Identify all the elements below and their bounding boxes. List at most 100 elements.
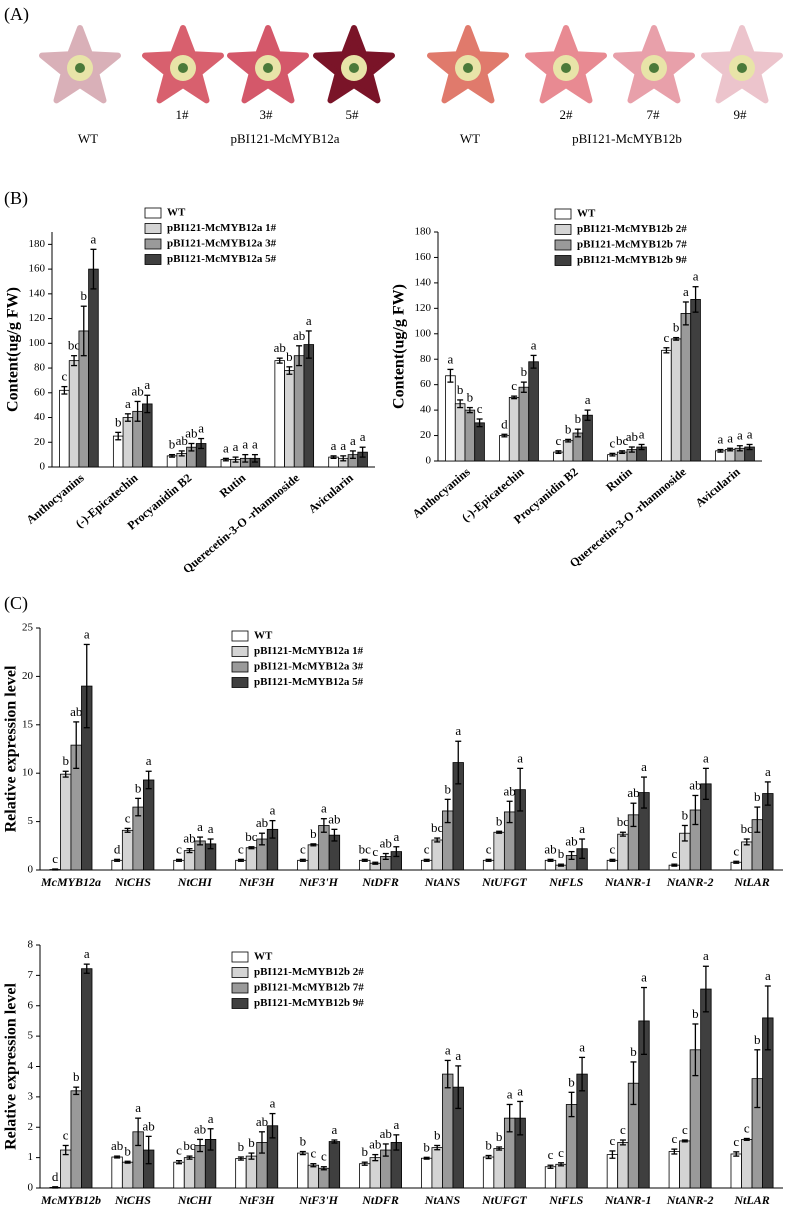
error-bar [176, 858, 183, 862]
error-bar [568, 850, 575, 861]
y-tick-label: 80 [420, 353, 432, 365]
y-tick-label: 7 [28, 969, 34, 981]
bar [679, 1140, 691, 1189]
bar [303, 344, 315, 468]
error-bar [251, 453, 258, 463]
bar [493, 831, 505, 871]
y-tick-label: 40 [420, 404, 432, 416]
error-bar [717, 448, 724, 453]
legend-swatch [231, 998, 249, 1009]
error-bar [663, 347, 670, 354]
significance-letter: a [208, 1111, 214, 1126]
bar [274, 360, 285, 468]
x-tick-label: NtANR-1 [604, 875, 652, 889]
error-bar [496, 1146, 503, 1151]
significance-letter: a [765, 968, 771, 983]
error-bar [359, 446, 366, 458]
error-bar [681, 824, 688, 842]
significance-letter: ab [256, 1114, 268, 1129]
error-bar [447, 368, 454, 383]
bar [68, 360, 80, 468]
bar [245, 1155, 258, 1189]
y-tick-label: 160 [415, 251, 432, 263]
significance-letter: a [84, 946, 90, 961]
significance-letter: a [332, 1122, 338, 1137]
significance-letter: c [744, 1120, 750, 1135]
significance-letter: a [641, 970, 647, 985]
bar [142, 403, 153, 468]
significance-letter: ab [689, 777, 701, 792]
error-bar [305, 330, 312, 359]
error-bar [222, 457, 229, 462]
bar [606, 1154, 619, 1189]
error-bar [393, 1134, 400, 1151]
error-bar [135, 797, 142, 817]
bar [318, 1167, 330, 1189]
error-bar [320, 1166, 327, 1171]
significance-letter: c [671, 846, 677, 861]
significance-letter: b [692, 1006, 699, 1021]
significance-letter: ab [627, 785, 639, 800]
x-tick-label: NtANS [424, 1193, 461, 1207]
error-bar [619, 1139, 626, 1146]
photo-label: 2# [560, 107, 574, 122]
x-tick-label: Avicularin [306, 470, 356, 516]
legend-swatch [554, 224, 572, 235]
significance-letter: c [63, 1127, 69, 1142]
error-bar [476, 418, 483, 428]
error-bar [186, 1155, 193, 1160]
x-tick-label: McMYB12a [40, 875, 101, 889]
error-bar [361, 858, 368, 862]
bar [60, 1149, 72, 1189]
significance-letter: b [496, 1129, 503, 1144]
error-bar [434, 837, 441, 843]
bar [700, 988, 712, 1189]
flower-center [349, 63, 359, 73]
error-bar [299, 1150, 306, 1156]
significance-letter: bc [183, 1138, 196, 1153]
significance-letter: a [703, 750, 709, 765]
bar [81, 968, 93, 1189]
legend-label: pBI121-McMYB12b 7# [577, 239, 687, 251]
x-tick-label: NtCHS [114, 1193, 151, 1207]
significance-letter: b [423, 1139, 430, 1154]
error-bar [609, 858, 616, 862]
error-bar [517, 1100, 524, 1136]
y-axis-label: Content(ug/g FW) [5, 287, 22, 412]
error-bar [423, 1156, 430, 1160]
bar [132, 806, 144, 871]
error-bar [340, 455, 347, 462]
significance-letter: c [548, 1147, 554, 1162]
error-bar [188, 442, 195, 452]
error-bar [555, 450, 562, 455]
significance-letter: a [718, 432, 724, 447]
significance-letter: c [176, 841, 182, 856]
flower-center [263, 63, 273, 73]
error-bar [466, 406, 473, 414]
x-tick-label: Rutin [603, 464, 635, 494]
significance-letter: a [448, 351, 454, 366]
error-bar [485, 858, 492, 862]
significance-letter: a [144, 377, 150, 392]
error-bar [506, 800, 513, 824]
significance-letter: b [73, 1069, 80, 1084]
significance-letter: a [208, 821, 214, 836]
x-tick-label: NtANR-1 [604, 1193, 652, 1207]
significance-letter: a [765, 764, 771, 779]
bar [359, 1163, 371, 1189]
y-axis-label: Relative expression level [3, 983, 20, 1150]
legend-swatch [554, 208, 572, 220]
error-bar [530, 354, 537, 369]
error-bar [444, 798, 451, 824]
bar [499, 435, 510, 462]
legend-label: pBI121-McMYB12b 7# [254, 982, 364, 994]
bar [60, 773, 72, 871]
error-bar [455, 1065, 462, 1110]
error-bar [764, 781, 771, 806]
significance-letter: bc [616, 433, 629, 448]
significance-letter: c [620, 1122, 626, 1137]
significance-letter: ab [369, 1137, 381, 1152]
y-tick-label: 0 [28, 864, 34, 876]
error-bar [640, 776, 647, 809]
significance-letter: b [434, 1127, 441, 1142]
